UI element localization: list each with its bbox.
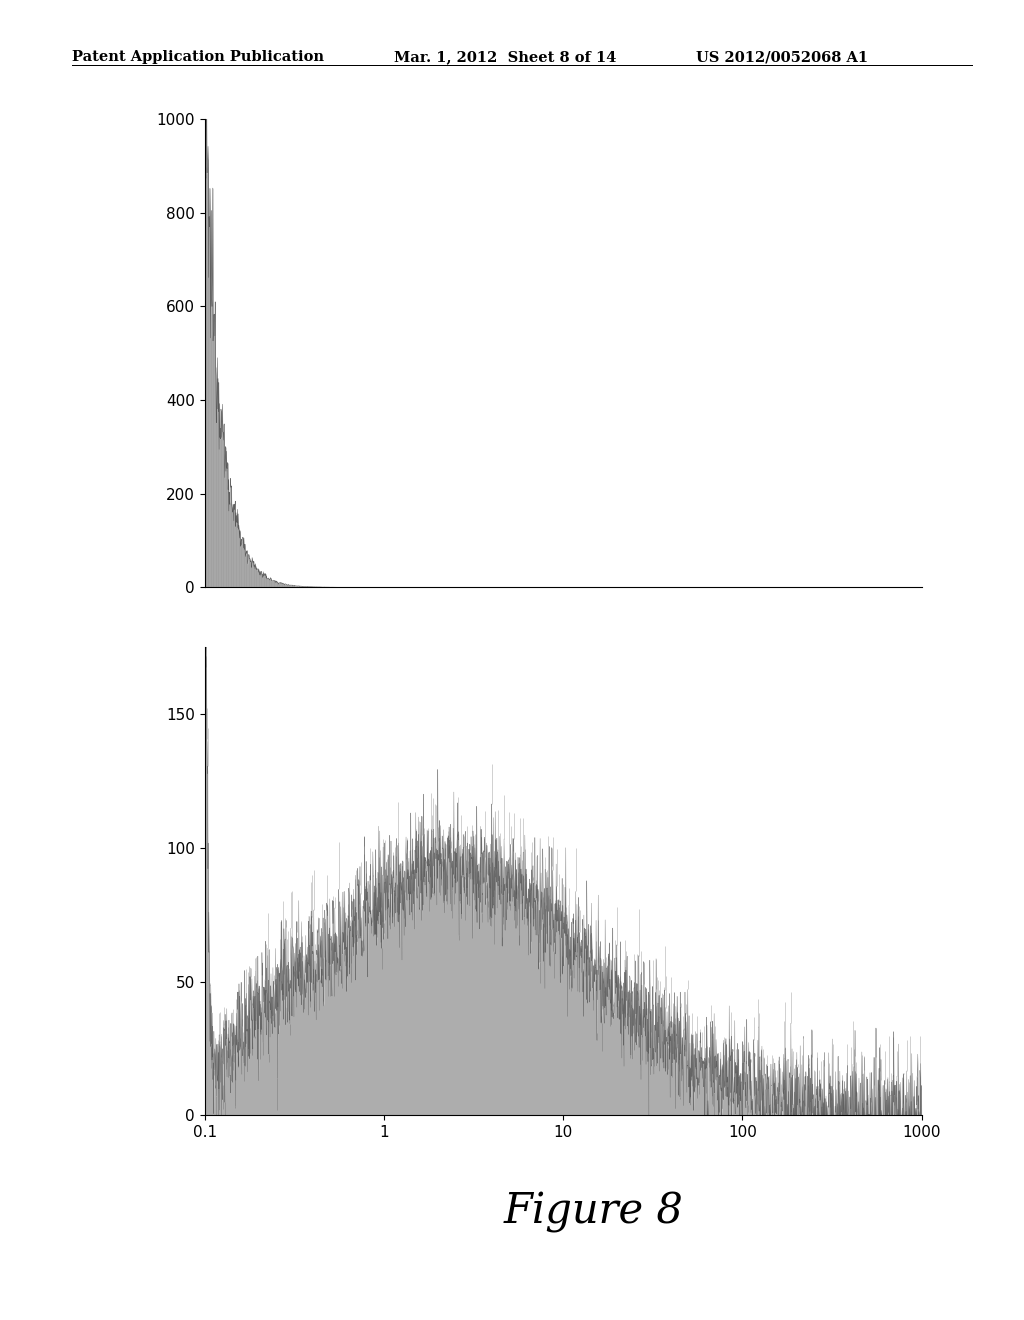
Text: Mar. 1, 2012  Sheet 8 of 14: Mar. 1, 2012 Sheet 8 of 14 (394, 50, 616, 65)
Text: Patent Application Publication: Patent Application Publication (72, 50, 324, 65)
Text: US 2012/0052068 A1: US 2012/0052068 A1 (696, 50, 868, 65)
Text: Figure 8: Figure 8 (504, 1191, 684, 1233)
